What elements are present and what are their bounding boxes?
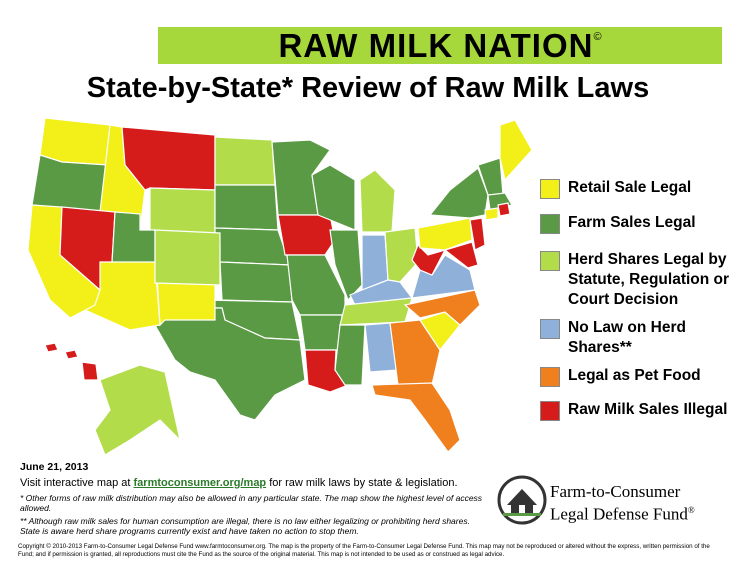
state	[417, 217, 473, 251]
copyright: Copyright © 2010-2013 Farm-to-Consumer L…	[18, 543, 710, 558]
state	[371, 382, 461, 453]
link[interactable]: farmtoconsumer.org/map	[133, 477, 267, 489]
state	[311, 164, 356, 231]
subtitle: State-by-State* Review of Raw Milk Laws	[86, 72, 650, 104]
legend-item: No Law on Herd Shares**	[540, 318, 736, 358]
banner: RAW MILK NATION©	[158, 27, 722, 64]
state	[64, 349, 79, 360]
state	[214, 136, 276, 186]
footnote: * Other forms of raw milk distribution m…	[20, 493, 483, 513]
date: June 21, 2013	[20, 461, 89, 473]
legend-label: Legal as Pet Food	[568, 367, 701, 384]
state	[81, 361, 99, 381]
state	[499, 119, 533, 182]
legend-swatch	[540, 367, 560, 387]
legend-label: Raw Milk Sales Illegal	[568, 401, 728, 418]
state	[111, 211, 156, 263]
legend-label: Farm Sales Legal	[568, 214, 696, 231]
legend-swatch	[540, 401, 560, 421]
legend-label: Herd Shares Legal by Statute, Regulation…	[568, 251, 730, 308]
legend-swatch	[540, 319, 560, 339]
legend-item: Farm Sales Legal	[540, 213, 736, 234]
state	[299, 314, 343, 351]
state	[277, 214, 336, 256]
logo-icon	[497, 475, 547, 525]
state	[484, 207, 499, 221]
legend-item: Herd Shares Legal by Statute, Regulation…	[540, 250, 736, 310]
footnote: ** Although raw milk sales for human con…	[20, 516, 470, 536]
state	[154, 229, 221, 286]
state	[497, 202, 511, 217]
legend-label: Retail Sale Legal	[568, 179, 692, 196]
logo-line: Legal Defense Fund	[550, 504, 688, 524]
state	[359, 169, 396, 233]
visit-line: Visit interactive map at farmtoconsumer.…	[20, 477, 458, 489]
state	[389, 319, 441, 386]
state	[384, 227, 419, 283]
title: RAW MILK NATION	[278, 27, 594, 64]
logo-line: Farm-to-Consumer	[550, 482, 681, 501]
state	[44, 342, 59, 353]
state	[94, 364, 182, 456]
registered-mark: ®	[687, 505, 695, 515]
state	[214, 227, 291, 266]
text: Visit interactive map at	[20, 477, 134, 489]
legend-item: Legal as Pet Food	[540, 366, 736, 387]
legend-swatch	[540, 251, 560, 271]
state	[339, 297, 413, 326]
state	[469, 217, 486, 251]
state	[443, 241, 479, 269]
legend-item: Retail Sale Legal	[540, 178, 736, 199]
legend-swatch	[540, 179, 560, 199]
state	[334, 324, 366, 386]
legend-label: No Law on Herd Shares**	[568, 319, 686, 356]
logo-line: Legal Defense Fund®	[550, 501, 695, 524]
state	[428, 167, 489, 219]
logo-text: Farm-to-Consumer Legal Defense Fund®	[550, 482, 695, 524]
legend-swatch	[540, 214, 560, 234]
legend-item: Raw Milk Sales Illegal	[540, 400, 736, 421]
state	[214, 184, 279, 231]
us-map	[27, 117, 533, 456]
text: for raw milk laws by state & legislation…	[266, 477, 458, 489]
state	[219, 261, 293, 303]
copyright-mark: ©	[593, 31, 602, 43]
